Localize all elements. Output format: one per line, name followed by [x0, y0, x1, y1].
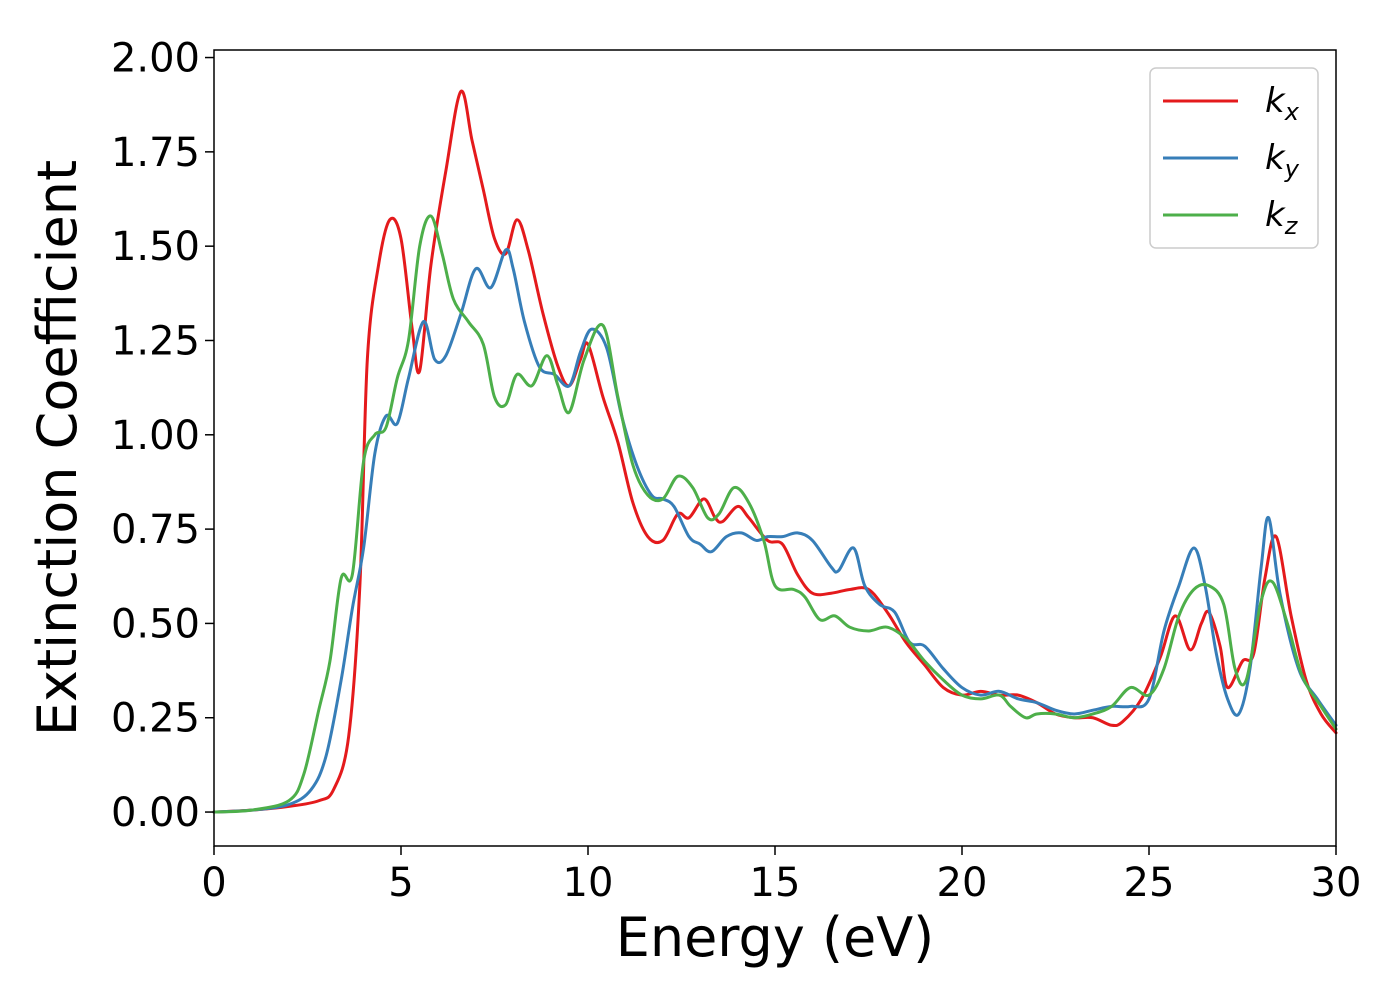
- x-tick-label: 25: [1124, 860, 1175, 906]
- y-tick-label: 0.50: [111, 601, 200, 647]
- x-tick-label: 20: [937, 860, 988, 906]
- y-axis-ticks: 0.00 0.25 0.50 0.75 1.00 1.25 1.50 1.75 2.00: [111, 36, 214, 836]
- legend: kx ky kz: [1149, 67, 1319, 249]
- x-axis-ticks: 0 5 10 15 20 25 30: [201, 846, 1361, 906]
- y-tick-label: 1.00: [111, 413, 200, 459]
- series-line-kx: [212, 89, 1338, 814]
- x-tick-label: 5: [388, 860, 413, 906]
- y-tick-label: 1.75: [111, 130, 200, 176]
- x-tick-label: 15: [750, 860, 801, 906]
- y-tick-label: 1.25: [111, 318, 200, 364]
- legend-label-kx: kx: [1265, 81, 1300, 126]
- series-layer: [212, 89, 1338, 814]
- x-tick-label: 0: [201, 860, 226, 906]
- legend-label-ky: ky: [1265, 138, 1300, 183]
- legend-items: kx ky kz: [1163, 81, 1300, 240]
- plot-background: [214, 50, 1336, 846]
- x-axis-label: Energy (eV): [616, 906, 935, 969]
- y-tick-label: 1.50: [111, 224, 200, 270]
- legend-label-kz: kz: [1265, 195, 1299, 240]
- y-tick-label: 2.00: [111, 36, 200, 82]
- x-tick-label: 30: [1311, 860, 1362, 906]
- x-tick-label: 10: [563, 860, 614, 906]
- series-line-kz: [212, 214, 1338, 814]
- y-tick-label: 0.25: [111, 696, 200, 742]
- y-axis-label: Extinction Coefficient: [26, 160, 89, 736]
- y-tick-label: 0.75: [111, 507, 200, 553]
- y-tick-label: 0.00: [111, 790, 200, 836]
